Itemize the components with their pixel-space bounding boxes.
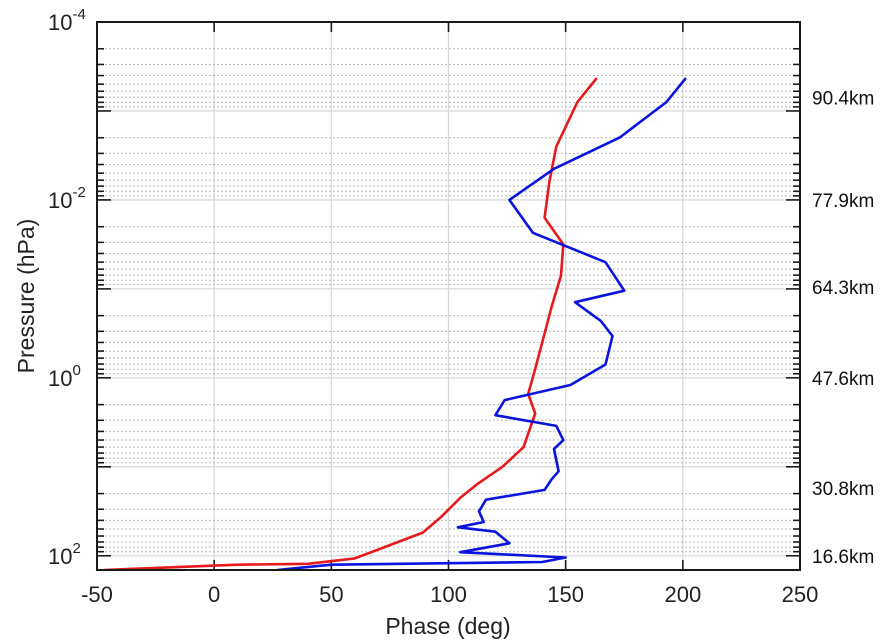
altitude-label: 30.8km: [812, 479, 874, 500]
y-tick-label: 10-2: [48, 184, 86, 213]
altitude-label: 16.6km: [812, 547, 874, 568]
x-tick-label: 250: [782, 582, 819, 607]
axis-labels: -50 0 50 100 150 200 250 10-4 10-2 100 102 90.4km 77…: [48, 6, 874, 607]
x-tick-label: 0: [208, 582, 220, 607]
x-tick-label: 200: [664, 582, 701, 607]
altitude-label: 77.9km: [812, 191, 874, 212]
y-tick-label: 100: [48, 362, 81, 391]
y-tick-label: 102: [48, 540, 81, 569]
x-tick-label: 50: [319, 582, 343, 607]
data-series: [102, 77, 687, 570]
y-axis-title: Pressure (hPa): [13, 219, 39, 374]
x-tick-label: 150: [547, 582, 584, 607]
x-axis-title: Phase (deg): [385, 613, 510, 639]
x-tick-label: 100: [430, 582, 467, 607]
series-line-1: [102, 77, 598, 570]
x-tick-label: -50: [81, 582, 113, 607]
altitude-label: 90.4km: [812, 89, 874, 110]
altitude-label: 47.6km: [812, 369, 874, 390]
axis-ticks: [96, 21, 801, 570]
altitude-label: 64.3km: [812, 278, 874, 299]
series-line-2: [276, 77, 687, 570]
y-tick-label: 10-4: [48, 6, 86, 35]
grid-lines: [96, 21, 801, 570]
plot-frame: [96, 21, 801, 571]
